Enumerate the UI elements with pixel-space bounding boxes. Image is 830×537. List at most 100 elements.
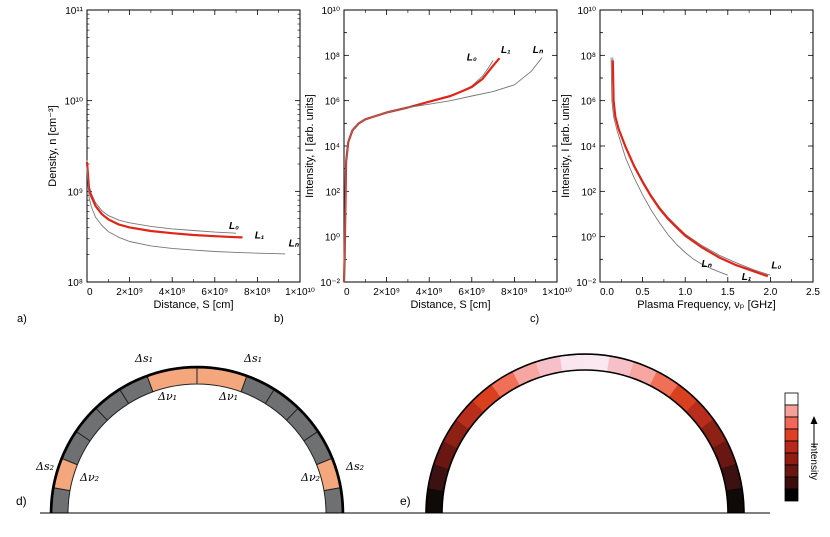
plot-frame: [343, 9, 558, 283]
loop-segment: [51, 487, 71, 514]
y-tick-label: 10¹⁰: [578, 6, 596, 17]
ds1-right-label: Δs₁: [243, 352, 262, 365]
y-tick-label: 10²: [326, 187, 341, 198]
loop-segment: [323, 487, 343, 514]
series-label-ln: Lₙ: [701, 259, 712, 270]
x-axis-label: Distance, S [cm]: [153, 299, 233, 311]
y-tick-label: 10⁸: [325, 51, 340, 62]
x-tick-label: 0: [87, 287, 93, 298]
series-line-ln: [343, 57, 543, 283]
x-tick-label: 1×10¹⁰: [542, 287, 572, 298]
diagram-d-segmented-loop: Δs₁ Δs₁ Δν₁ Δν₁ Δs₂ Δν₂ Δs₂ Δν₂ d): [16, 352, 364, 514]
panel-label: c): [530, 313, 539, 325]
series-line-l0: [86, 160, 237, 234]
dv2-right-label: Δν₂: [300, 471, 320, 484]
loop-segment: [146, 367, 198, 393]
y-tick-label: 10⁹: [68, 187, 83, 198]
series-line-l0: [343, 60, 494, 283]
y-tick-label: 10²: [582, 187, 597, 198]
y-tick-label: 10⁴: [325, 142, 340, 153]
series-label-l1: L₁: [255, 231, 265, 242]
x-tick-label: 6×10⁹: [458, 287, 485, 298]
chart-b-intensity-distance: 10⁻² 10⁰ 10² 10⁴ 10⁶ 10⁸ 10¹⁰ 0 2×10⁹ 4×10⁹ 6×10⁹ 8…: [274, 6, 572, 325]
scale-swatch: [784, 428, 799, 442]
x-tick-label: 0.5: [636, 287, 650, 298]
x-tick-label: 1×10¹⁰: [285, 287, 315, 298]
scale-swatch: [784, 392, 799, 406]
intensity-loop-inner-edge: [441, 369, 729, 514]
series-label-l1: L₁: [742, 272, 752, 283]
intensity-segment: [584, 353, 611, 373]
ds2-left-label: Δs₂: [35, 460, 54, 473]
scale-swatch: [784, 452, 799, 466]
x-tick-label: 2.0: [763, 287, 777, 298]
intensity-color-scale: [784, 392, 799, 502]
y-tick-label: 10¹¹: [65, 6, 83, 17]
y-axis-label: Density, n [cm⁻³]: [47, 105, 59, 186]
x-axis-label: Distance, S [cm]: [410, 299, 490, 311]
diagram-e-intensity-loop: Intensity e): [400, 353, 819, 514]
loop-segment: [315, 458, 341, 492]
x-tick-label: 0: [344, 287, 350, 298]
intensity-segment: [559, 353, 586, 373]
scale-swatch: [784, 440, 799, 454]
x-tick-label: 2×10⁹: [373, 287, 400, 298]
plot-frame: [599, 9, 814, 283]
series-line-ln: [610, 57, 728, 276]
panel-e-label: e): [400, 494, 411, 508]
intensity-segment: [425, 487, 445, 514]
series-line-l1: [85, 162, 243, 239]
intensity-loop-outer-edge: [425, 353, 745, 514]
series-line-l0: [612, 57, 771, 276]
y-tick-label: 10⁶: [325, 97, 340, 108]
x-tick-label: 8×10⁹: [244, 287, 271, 298]
plot-frame: [86, 9, 301, 283]
x-tick-label: 4×10⁹: [159, 287, 186, 298]
panel-label: b): [274, 313, 284, 325]
y-tick-label: 10⁸: [581, 51, 596, 62]
chart-c-intensity-frequency: 10⁻² 10⁰ 10² 10⁴ 10⁶ 10⁸ 10¹⁰ 0.0 0.5 1.0 1.5 2.0 2.…: [530, 6, 820, 325]
panel-d-label: d): [16, 494, 27, 508]
series-line-l1: [611, 60, 769, 278]
y-axis-label: Intensity, I [arb. units]: [304, 94, 316, 198]
intensity-segment: [725, 487, 745, 514]
x-tick-label: 1.5: [721, 287, 735, 298]
y-tick-label: 10⁸: [68, 278, 83, 289]
y-tick-label: 10¹⁰: [65, 97, 83, 108]
loop-outer-rim: [49, 365, 345, 514]
series-line-l1: [342, 57, 501, 283]
scale-swatch: [784, 464, 799, 478]
y-tick-label: 10¹⁰: [322, 6, 340, 17]
loop-segments: [49, 365, 345, 514]
x-tick-label: 2.5: [806, 287, 820, 298]
series-label-l1: L₁: [501, 45, 511, 56]
y-axis-label: Intensity, I [arb. units]: [560, 94, 572, 198]
x-tick-label: 8×10⁹: [501, 287, 528, 298]
series-label-l0: L₀: [467, 52, 477, 63]
intensity-legend-label: Intensity: [808, 443, 819, 480]
series-label-ln: Lₙ: [289, 239, 300, 250]
x-tick-label: 0.0: [600, 287, 614, 298]
x-tick-label: 1.0: [678, 287, 692, 298]
intensity-arrow-icon: [810, 416, 818, 448]
loop-segment: [196, 367, 248, 393]
chart-a-density: 10⁸ 10⁹ 10¹⁰ 10¹¹ 0 2×10⁹ 4×10⁹ 6×10⁹ 8×10⁹ 1×10¹…: [17, 6, 315, 325]
scale-swatch: [784, 416, 799, 430]
ds2-right-label: Δs₂: [345, 460, 364, 473]
series-line-ln: [86, 166, 286, 255]
y-tick-label: 10⁶: [581, 97, 596, 108]
series-label-l0: L₀: [229, 221, 239, 232]
scale-swatch: [784, 488, 799, 502]
dv1-left-label: Δν₁: [157, 390, 177, 403]
dv2-left-label: Δν₂: [79, 471, 99, 484]
y-tick-label: 10⁻²: [576, 278, 596, 289]
x-tick-label: 4×10⁹: [416, 287, 443, 298]
intensity-loop-segments: [425, 353, 745, 514]
series-label-l0: L₀: [771, 260, 781, 271]
x-axis-label: Plasma Frequency, νₚ [GHz]: [637, 299, 775, 311]
scale-swatch: [784, 404, 799, 418]
y-tick-label: 10⁴: [581, 142, 596, 153]
x-tick-label: 2×10⁹: [116, 287, 143, 298]
y-tick-label: 10⁰: [581, 233, 596, 244]
